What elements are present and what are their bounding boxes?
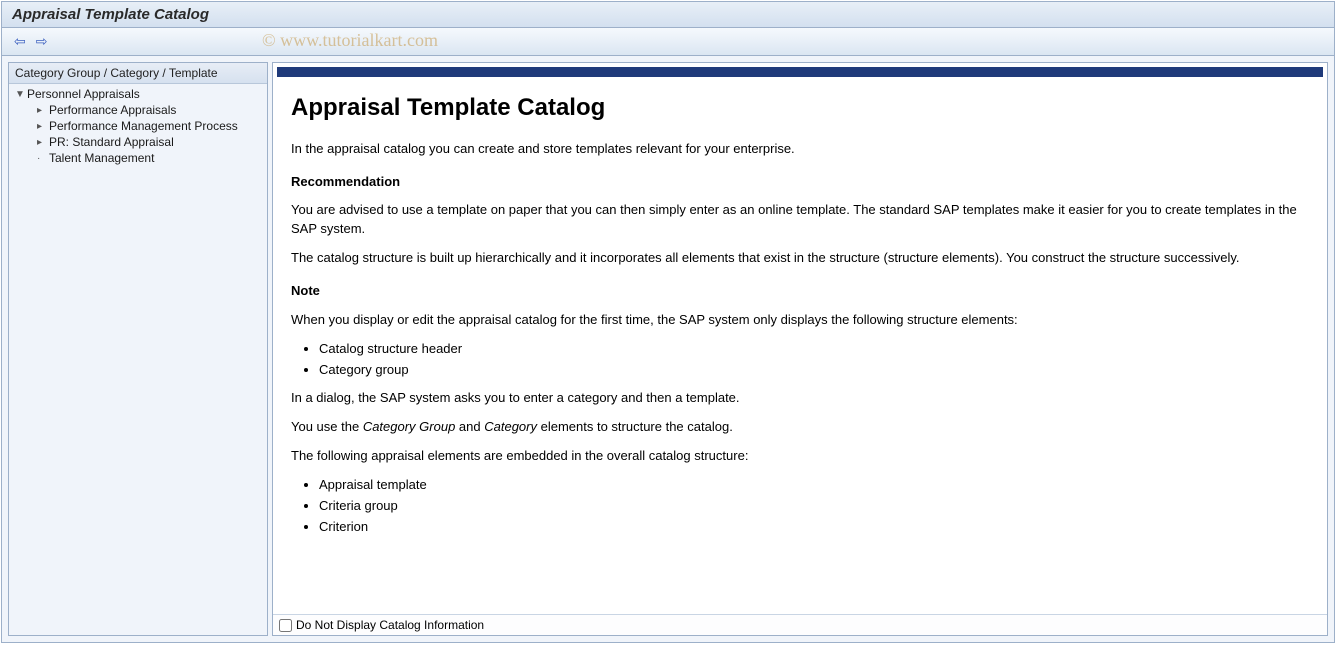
content-area: Appraisal Template Catalog In the apprai… [272, 62, 1328, 636]
back-icon[interactable]: ⇦ [12, 33, 28, 50]
doc-paragraph: The catalog structure is built up hierar… [291, 249, 1309, 268]
doc-subhead-note: Note [291, 282, 1309, 301]
chevron-down-icon[interactable]: ▼ [15, 89, 25, 100]
forward-icon[interactable]: ⇨ [34, 33, 50, 50]
toolbar: ⇦ ⇨ © www.tutorialkart.com [2, 28, 1334, 56]
doc-list: Catalog structure header Category group [319, 340, 1309, 380]
list-item: Criteria group [319, 497, 1309, 516]
tree-item-label: Talent Management [49, 151, 154, 165]
bullet-icon: · [37, 153, 47, 164]
window-title: Appraisal Template Catalog [2, 2, 1334, 28]
tree-item-label: Performance Appraisals [49, 103, 176, 117]
text: and [455, 419, 484, 434]
doc-paragraph: You are advised to use a template on pap… [291, 201, 1309, 239]
chevron-right-icon[interactable]: ▸ [37, 121, 47, 132]
sidebar-header: Category Group / Category / Template [9, 63, 267, 84]
tree-item[interactable]: ▸ Performance Appraisals [9, 102, 267, 118]
tree: ▼ Personnel Appraisals ▸ Performance App… [9, 84, 267, 168]
list-item: Appraisal template [319, 476, 1309, 495]
doc-scroll[interactable]: Appraisal Template Catalog In the apprai… [273, 63, 1327, 614]
doc-heading: Appraisal Template Catalog [291, 91, 1309, 126]
doc-accent-bar [277, 67, 1323, 77]
doc-paragraph: You use the Category Group and Category … [291, 418, 1309, 437]
tree-item-label: Performance Management Process [49, 119, 238, 133]
chevron-right-icon[interactable]: ▸ [37, 105, 47, 116]
doc-paragraph: In a dialog, the SAP system asks you to … [291, 389, 1309, 408]
tree-item[interactable]: ▸ PR: Standard Appraisal [9, 134, 267, 150]
doc-subhead-recommendation: Recommendation [291, 173, 1309, 192]
footer-row: Do Not Display Catalog Information [273, 614, 1327, 635]
doc-content: Appraisal Template Catalog In the apprai… [273, 77, 1327, 574]
tree-root-label: Personnel Appraisals [27, 87, 140, 101]
em-category: Category [484, 419, 537, 434]
em-category-group: Category Group [363, 419, 456, 434]
doc-paragraph: In the appraisal catalog you can create … [291, 140, 1309, 159]
list-item: Category group [319, 361, 1309, 380]
doc-list: Appraisal template Criteria group Criter… [319, 476, 1309, 537]
do-not-display-checkbox[interactable] [279, 619, 292, 632]
tree-item-label: PR: Standard Appraisal [49, 135, 174, 149]
chevron-right-icon[interactable]: ▸ [37, 137, 47, 148]
text: elements to structure the catalog. [537, 419, 733, 434]
sidebar: Category Group / Category / Template ▼ P… [8, 62, 268, 636]
list-item: Catalog structure header [319, 340, 1309, 359]
text: You use the [291, 419, 363, 434]
tree-root[interactable]: ▼ Personnel Appraisals [9, 86, 267, 102]
list-item: Criterion [319, 518, 1309, 537]
checkbox-label: Do Not Display Catalog Information [296, 618, 484, 632]
doc-paragraph: When you display or edit the appraisal c… [291, 311, 1309, 330]
tree-item[interactable]: ▸ Performance Management Process [9, 118, 267, 134]
tree-item[interactable]: · Talent Management [9, 150, 267, 166]
doc-paragraph: The following appraisal elements are emb… [291, 447, 1309, 466]
watermark-text: © www.tutorialkart.com [262, 30, 438, 51]
